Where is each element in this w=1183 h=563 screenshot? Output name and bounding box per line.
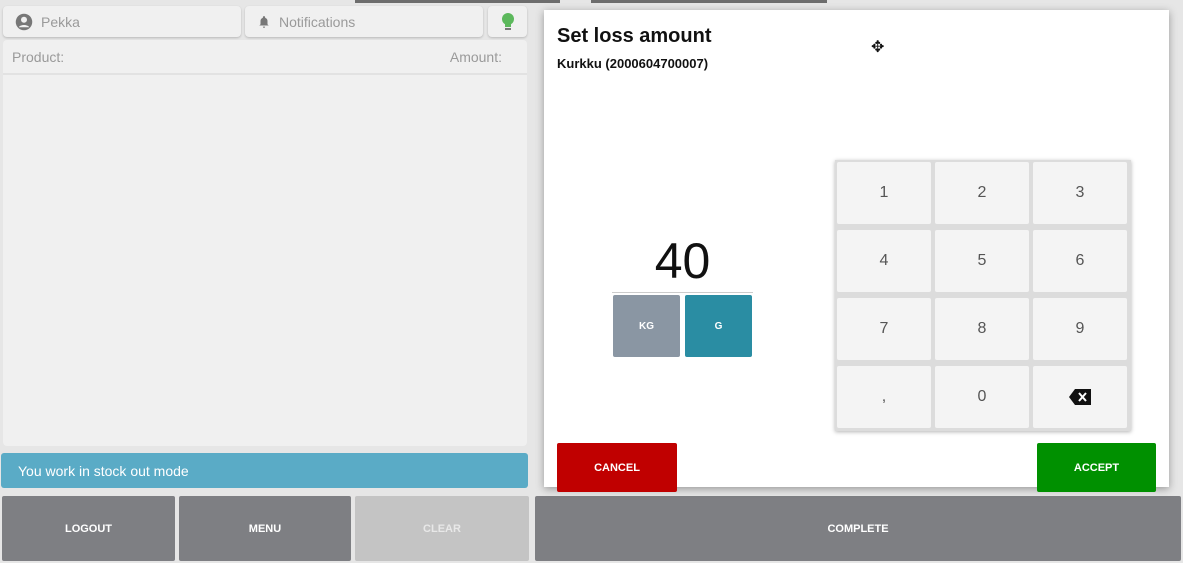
key-4[interactable]: 4 <box>837 230 931 292</box>
key-2[interactable]: 2 <box>935 162 1029 224</box>
user-name: Pekka <box>41 13 80 30</box>
key-5[interactable]: 5 <box>935 230 1029 292</box>
top-tab <box>591 0 827 3</box>
menu-button[interactable]: MENU <box>179 496 351 561</box>
backspace-key[interactable] <box>1033 366 1127 428</box>
mode-info-bar: You work in stock out mode <box>1 453 528 488</box>
amount-column-header: Amount: <box>449 48 502 65</box>
product-column-header: Product: <box>12 48 65 65</box>
key-0[interactable]: 0 <box>935 366 1029 428</box>
dialog-product: Kurkku (2000604700007) <box>557 56 709 71</box>
key-1[interactable]: 1 <box>837 162 931 224</box>
complete-button[interactable]: COMPLETE <box>535 496 1181 561</box>
top-tab <box>355 0 560 3</box>
lightbulb-icon <box>501 12 514 30</box>
key-6[interactable]: 6 <box>1033 230 1127 292</box>
cancel-button[interactable]: CANCEL <box>557 443 677 492</box>
status-indicator-button[interactable] <box>488 6 527 37</box>
clear-button[interactable]: CLEAR <box>355 496 529 561</box>
key-7[interactable]: 7 <box>837 298 931 360</box>
user-button[interactable]: Pekka <box>3 6 241 37</box>
user-icon <box>15 13 33 30</box>
key-comma[interactable]: , <box>837 366 931 428</box>
dialog-title: Set loss amount <box>557 25 712 47</box>
loss-amount-dialog: Set loss amount Kurkku (2000604700007) ✥… <box>544 10 1169 492</box>
product-list: Product: Amount: <box>3 40 527 446</box>
key-9[interactable]: 9 <box>1033 298 1127 360</box>
accept-button[interactable]: ACCEPT <box>1037 443 1156 492</box>
backspace-icon <box>1069 389 1091 405</box>
amount-display: 40 <box>612 232 753 293</box>
unit-kg-button[interactable]: KG <box>613 295 680 357</box>
key-3[interactable]: 3 <box>1033 162 1127 224</box>
logout-button[interactable]: LOGOUT <box>2 496 175 561</box>
notifications-label: Notifications <box>279 13 356 30</box>
unit-g-button[interactable]: G <box>685 295 752 357</box>
numeric-keypad: 1 2 3 4 5 6 7 8 9 , 0 <box>835 160 1131 431</box>
key-8[interactable]: 8 <box>935 298 1029 360</box>
move-icon[interactable]: ✥ <box>871 39 885 56</box>
bell-icon <box>259 15 269 28</box>
notifications-button[interactable]: Notifications <box>245 6 483 37</box>
